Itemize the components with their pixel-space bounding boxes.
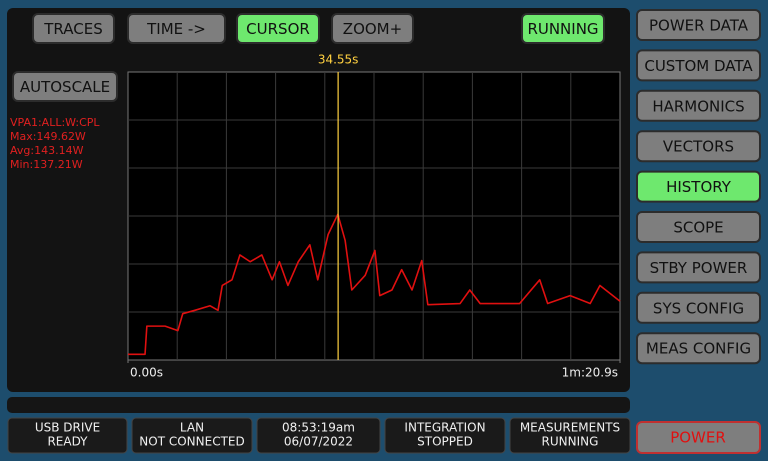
status-text: STOPPED [417,435,473,449]
button-label[interactable]: TRACES [43,20,102,38]
button[interactable] [12,71,118,102]
x-tick-label: 1m:20.9s [562,366,618,380]
button[interactable] [636,49,761,82]
button[interactable] [636,211,761,243]
status-text: NOT CONNECTED [139,435,244,449]
button-label[interactable]: POWER DATA [649,17,749,35]
button-label[interactable]: AUTOSCALE [20,78,110,96]
button[interactable] [636,89,761,122]
button-label[interactable]: HISTORY [666,178,732,196]
button-label[interactable]: RUNNING [527,20,598,38]
button-label[interactable]: HARMONICS [652,97,744,115]
button-label[interactable]: ZOOM+ [343,20,402,38]
button-label[interactable]: CURSOR [246,20,310,38]
button-label[interactable]: POWER [670,429,726,447]
cursor-label: 34.55s [318,53,359,67]
status-box [131,417,253,454]
button-label[interactable]: SCOPE [673,219,723,237]
x-tick-label: 0.00s [130,366,163,380]
status-box [509,417,631,454]
button-label[interactable]: TIME -> [146,20,206,38]
trace-info: Max:149.62W [10,130,86,143]
status-text: INTEGRATION [404,421,485,435]
status-text: 06/07/2022 [284,435,353,449]
status-box [7,417,128,454]
status-box [256,417,381,454]
button[interactable] [127,13,226,44]
button[interactable] [331,13,414,44]
button[interactable] [636,130,761,163]
button[interactable] [636,251,761,284]
status-text: MEASUREMENTS [520,421,620,435]
button-label[interactable]: CUSTOM DATA [644,57,753,75]
trace-info: Min:137.21W [10,158,83,171]
button[interactable] [32,13,115,44]
button[interactable] [636,332,761,365]
trace-info: VPA1:ALL:W:CPL [10,116,100,129]
status-text: USB DRIVE [35,421,100,435]
button-label[interactable]: VECTORS [663,138,734,156]
button-label[interactable]: STBY POWER [650,259,748,277]
trace-line [128,213,621,356]
button[interactable] [236,13,320,44]
button-label[interactable]: MEAS CONFIG [646,340,751,358]
button[interactable] [521,13,605,44]
status-text: LAN [180,421,204,435]
trace-info: Avg:143.14W [10,144,84,157]
button[interactable] [636,291,761,324]
button[interactable] [636,9,761,41]
status-box [384,417,506,454]
status-text: READY [47,435,88,449]
button[interactable] [636,170,761,203]
message-bar [7,397,630,413]
status-text: RUNNING [542,435,599,449]
button[interactable] [636,421,761,454]
status-text: 08:53:19am [282,421,355,435]
button-label[interactable]: SYS CONFIG [653,299,744,317]
